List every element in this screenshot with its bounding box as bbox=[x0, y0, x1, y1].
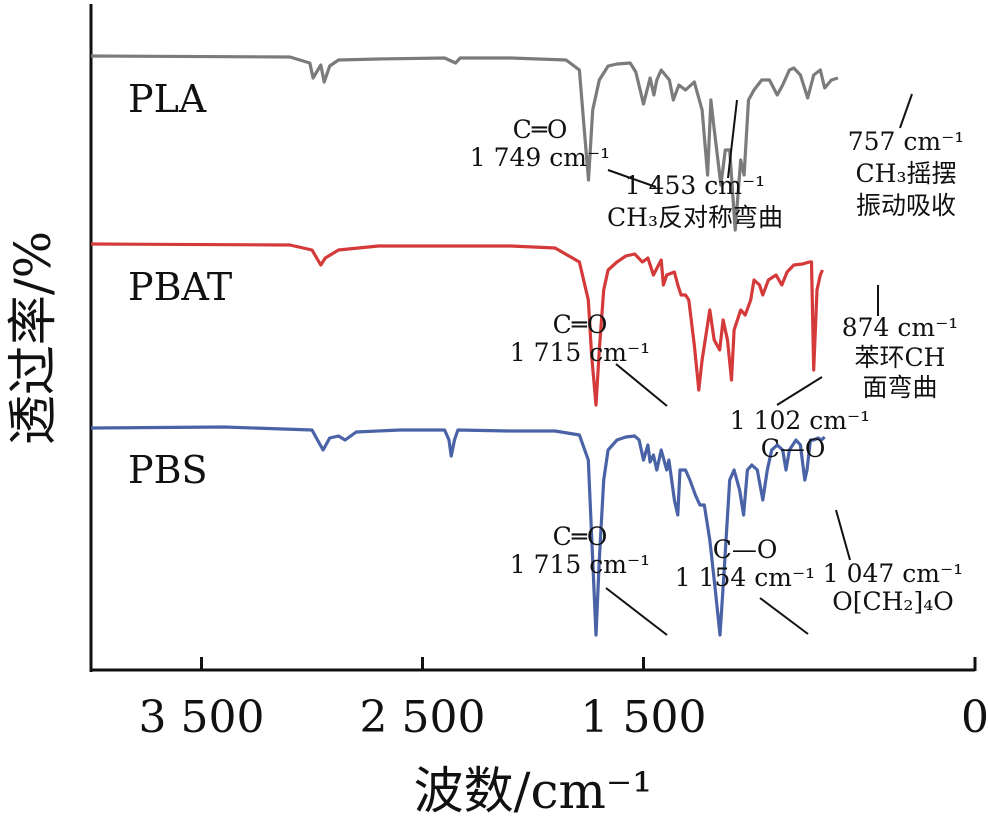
annotation-text: 面弯曲 bbox=[862, 373, 937, 402]
annotation-text: CH₃反对称弯曲 bbox=[607, 203, 783, 232]
annotation-text: C═O bbox=[553, 522, 608, 551]
annotation-text: C═O bbox=[513, 115, 568, 144]
annotation-leader bbox=[605, 587, 668, 636]
curve-label: PLA bbox=[128, 77, 207, 121]
annotation-text: C═O bbox=[553, 310, 608, 339]
annotation: C═O1 715 cm⁻¹ bbox=[510, 522, 668, 636]
curve-label: PBAT bbox=[128, 265, 232, 309]
annotation-text: 1 453 cm⁻¹ bbox=[625, 171, 765, 200]
curve-labels: PLA PBAT PBS bbox=[128, 77, 232, 492]
annotation-leader bbox=[615, 363, 668, 407]
annotation-text: 1 102 cm⁻¹ bbox=[730, 406, 870, 435]
annotation-leader bbox=[776, 376, 823, 406]
annotation-text: C—O bbox=[713, 535, 778, 564]
annotation-text: 1 749 cm⁻¹ bbox=[470, 143, 610, 172]
annotation: C═O1 749 cm⁻¹ bbox=[470, 115, 657, 188]
annotation-leader bbox=[727, 99, 738, 179]
x-tick-label: 3 500 bbox=[139, 692, 265, 743]
annotation-text: 1 715 cm⁻¹ bbox=[510, 550, 650, 579]
annotation: C═O1 715 cm⁻¹ bbox=[510, 310, 668, 407]
annotation-text: C—O bbox=[761, 434, 826, 463]
annotation-leader bbox=[899, 93, 913, 129]
annotation-text: 1 154 cm⁻¹ bbox=[675, 563, 815, 592]
annotation-leader bbox=[607, 169, 657, 188]
annotation-text: 874 cm⁻¹ bbox=[842, 313, 959, 342]
annotation: C—O1 154 cm⁻¹ bbox=[675, 535, 815, 635]
y-axis-label: 透过率/% bbox=[4, 231, 62, 445]
series-line-pbat bbox=[90, 242, 824, 407]
annotation-leader bbox=[835, 509, 851, 561]
series-line-pbs bbox=[90, 425, 826, 637]
series-line-pla bbox=[90, 54, 839, 232]
annotation: 1 453 cm⁻¹ CH₃反对称弯曲 bbox=[607, 99, 783, 232]
annotation-leader bbox=[759, 597, 809, 635]
annotation-text: 1 715 cm⁻¹ bbox=[510, 338, 650, 367]
annotation: 1 047 cm⁻¹O[CH₂]₄O bbox=[823, 509, 963, 616]
x-tick-label: 2 500 bbox=[360, 692, 486, 743]
annotation-text: 振动吸收 bbox=[856, 191, 956, 220]
annotation-text: 苯环CH bbox=[855, 343, 946, 372]
annotation-text: CH₃摇摆 bbox=[856, 159, 957, 188]
annotation-text: 1 047 cm⁻¹ bbox=[823, 559, 963, 588]
x-tick-label: 1 500 bbox=[581, 692, 707, 743]
annotation: C—O bbox=[761, 434, 826, 463]
series-layer bbox=[90, 54, 839, 637]
annotation-text: O[CH₂]₄O bbox=[832, 587, 953, 616]
x-axis-ticks: 3 500 2 500 1 500 0 bbox=[139, 657, 988, 743]
curve-label: PBS bbox=[128, 448, 208, 492]
annotation-text: 757 cm⁻¹ bbox=[848, 127, 965, 156]
x-tick-label: 0 bbox=[961, 692, 988, 743]
x-axis-label: 波数/cm⁻¹ bbox=[414, 762, 653, 820]
annotation: 1 102 cm⁻¹ bbox=[730, 376, 870, 435]
